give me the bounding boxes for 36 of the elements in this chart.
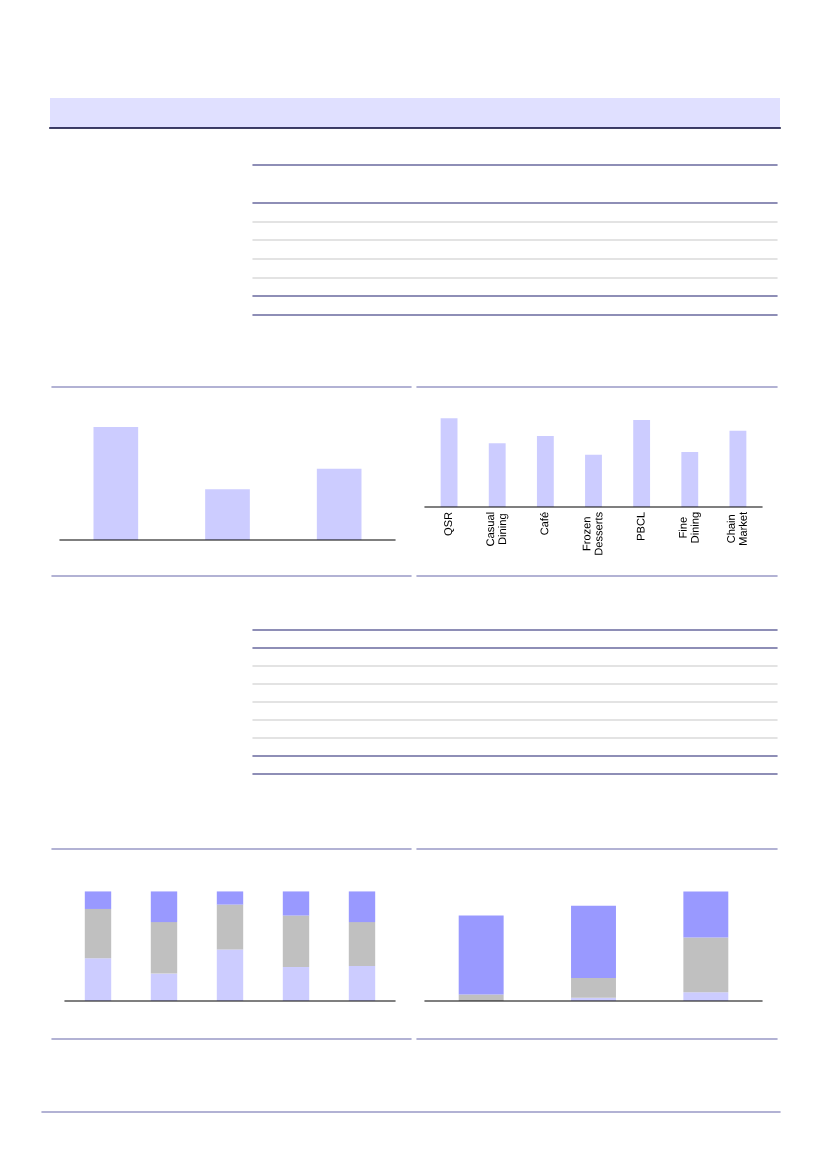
- bar: [458, 915, 504, 995]
- bar: [458, 994, 504, 1001]
- bar: [84, 958, 112, 1001]
- bar: [348, 922, 376, 966]
- bar: [150, 891, 178, 923]
- x-tick-label: PBCL: [636, 512, 645, 540]
- bar: [571, 905, 616, 978]
- bar: [633, 420, 651, 507]
- bar: [282, 891, 310, 916]
- bar: [84, 891, 112, 909]
- bar: [585, 454, 602, 507]
- x-tick-label: Casual Dining: [486, 512, 509, 546]
- bar: [440, 418, 458, 507]
- bar: [488, 443, 506, 507]
- bar: [683, 992, 729, 1001]
- x-tick-label: Fine Dining: [678, 512, 701, 543]
- x-tick-label: QSR: [444, 512, 455, 536]
- bar: [150, 973, 178, 1001]
- x-tick-label: Frozen Desserts: [582, 512, 603, 555]
- bar: [348, 891, 376, 923]
- bar: [681, 452, 699, 507]
- bar: [282, 915, 310, 968]
- x-tick-label: Chain Market: [726, 511, 747, 545]
- bar: [216, 891, 244, 905]
- bar: [683, 937, 729, 993]
- bar: [571, 977, 616, 998]
- bar: [729, 430, 747, 507]
- bar: [348, 965, 376, 1001]
- bar: [84, 908, 112, 959]
- x-tick-label: Café: [540, 512, 549, 535]
- bar: [150, 922, 178, 974]
- bar: [536, 436, 554, 507]
- bar: [216, 949, 244, 1001]
- bar: [683, 891, 729, 938]
- bar: [216, 904, 244, 950]
- bar: [282, 967, 310, 1001]
